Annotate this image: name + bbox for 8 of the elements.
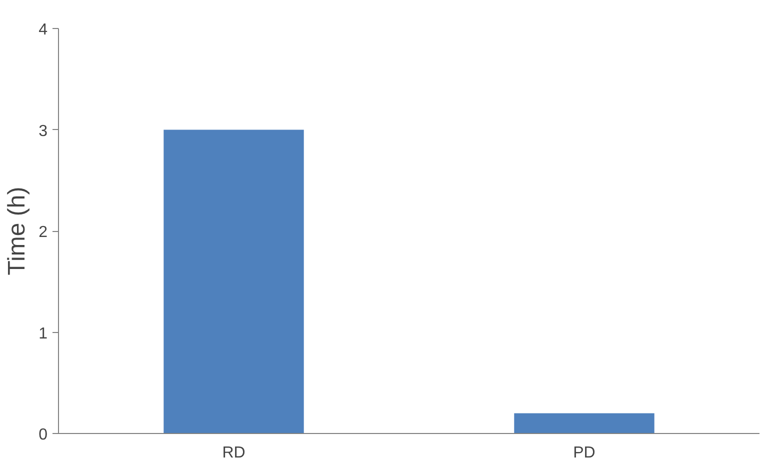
y-tick-label: 0	[38, 426, 48, 444]
x-tick-label: RD	[222, 444, 246, 462]
y-tick-label: 1	[38, 325, 48, 342]
y-tick-label: 4	[38, 22, 48, 38]
x-tick-label: PD	[573, 444, 596, 462]
y-tick-label: 2	[38, 224, 48, 241]
y-axis-title: Time (h)	[4, 186, 31, 276]
y-tick-label: 3	[38, 122, 48, 140]
